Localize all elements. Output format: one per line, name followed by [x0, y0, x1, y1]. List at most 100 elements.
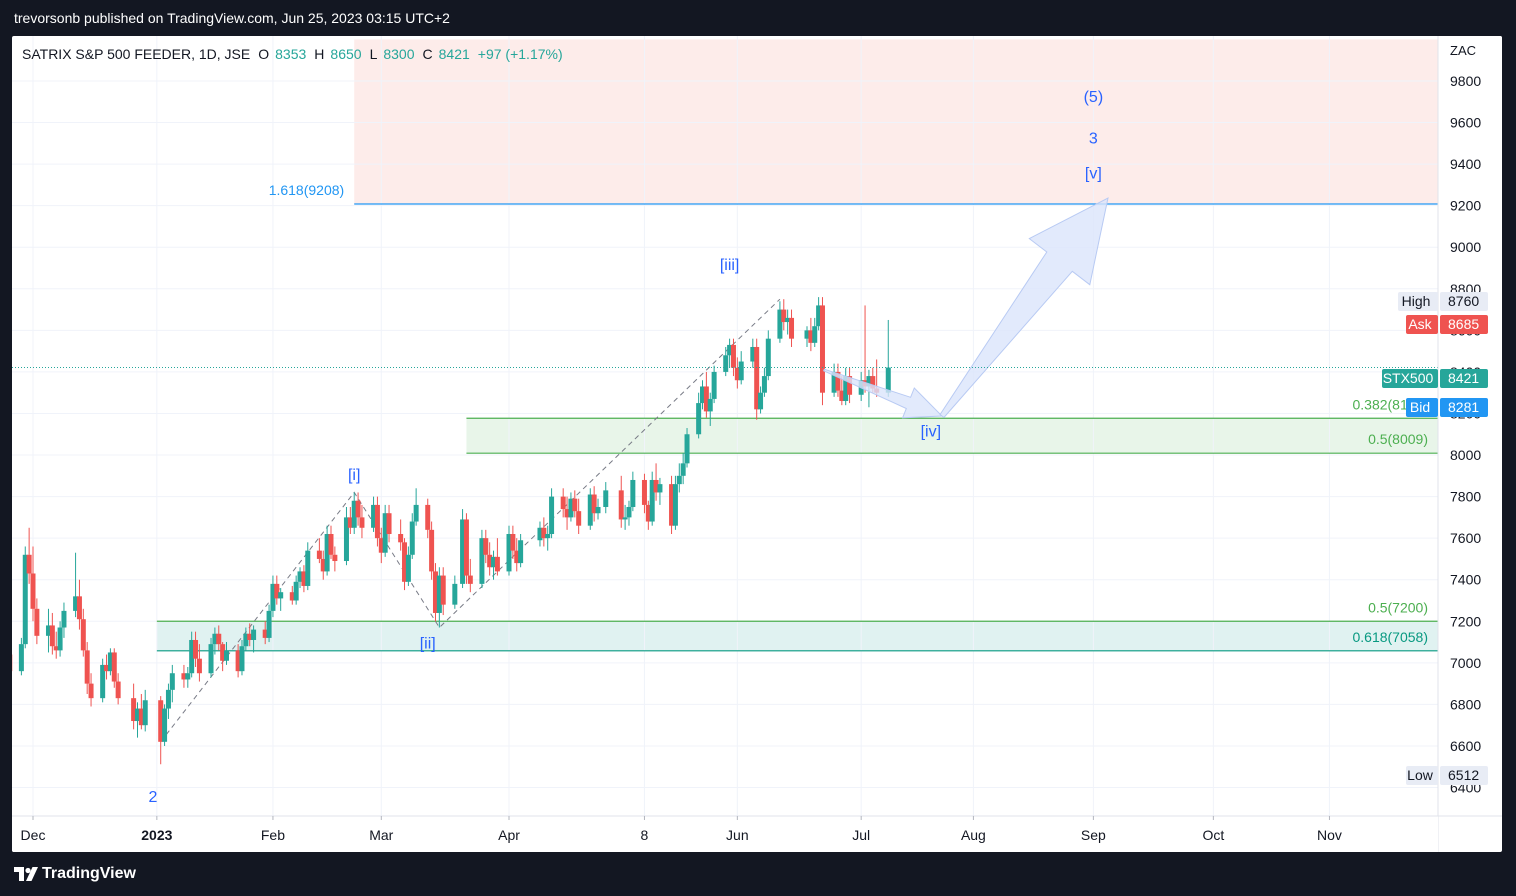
candle[interactable] — [576, 498, 582, 535]
candle[interactable] — [386, 504, 392, 543]
candle[interactable] — [626, 500, 632, 526]
candle[interactable] — [700, 380, 706, 410]
price-chart[interactable]: 1.618(9208)0.382(8177)0.5(8009)0.5(7200)… — [12, 36, 1502, 852]
candle[interactable] — [84, 642, 90, 695]
candle[interactable] — [49, 612, 55, 655]
candle[interactable] — [514, 538, 520, 572]
candle[interactable] — [34, 598, 40, 645]
candle[interactable] — [115, 673, 121, 705]
candle[interactable] — [220, 642, 226, 672]
candle[interactable] — [483, 529, 489, 564]
candle[interactable] — [777, 301, 783, 343]
candle[interactable] — [754, 338, 760, 420]
candle[interactable] — [57, 621, 63, 657]
candle[interactable] — [193, 631, 199, 667]
candle[interactable] — [487, 542, 493, 576]
candle[interactable] — [429, 521, 435, 580]
candle[interactable] — [761, 367, 767, 397]
candle[interactable] — [750, 338, 756, 368]
candle[interactable] — [630, 471, 636, 512]
candle[interactable] — [262, 621, 268, 645]
candle[interactable] — [510, 525, 516, 559]
candle[interactable] — [707, 392, 713, 426]
candle[interactable] — [885, 319, 891, 397]
candle[interactable] — [657, 477, 663, 505]
chart-panel[interactable]: 1.618(9208) 0.382(8177) 0.5(8009) 0.5(7200)… — [12, 36, 1502, 852]
candle[interactable] — [537, 521, 543, 547]
candle[interactable] — [107, 648, 113, 676]
candle[interactable] — [398, 519, 404, 551]
symbol-legend[interactable]: SATRIX S&P 500 FEEDER, 1D, JSE O 8353 H 8650… — [22, 46, 563, 62]
candle[interactable] — [405, 546, 411, 586]
candle[interactable] — [266, 604, 272, 643]
candle[interactable] — [351, 492, 357, 535]
candle[interactable] — [819, 297, 825, 406]
candle[interactable] — [812, 317, 818, 347]
candle[interactable] — [165, 683, 171, 719]
candle[interactable] — [274, 575, 280, 605]
candle[interactable] — [22, 546, 28, 649]
candle[interactable] — [409, 513, 415, 559]
candle[interactable] — [382, 504, 388, 557]
candle[interactable] — [765, 330, 771, 381]
candle[interactable] — [293, 575, 299, 605]
candle[interactable] — [185, 666, 191, 688]
candle[interactable] — [723, 346, 729, 377]
candle[interactable] — [73, 552, 79, 618]
candle[interactable] — [196, 644, 202, 682]
candle[interactable] — [545, 525, 551, 551]
candle[interactable] — [278, 588, 284, 611]
candle[interactable] — [847, 367, 853, 404]
candle[interactable] — [104, 654, 110, 680]
candle[interactable] — [189, 631, 195, 678]
candle[interactable] — [603, 482, 609, 514]
candle[interactable] — [460, 509, 466, 589]
candle[interactable] — [53, 631, 59, 659]
candle[interactable] — [239, 639, 245, 676]
candle[interactable] — [572, 490, 578, 518]
candle[interactable] — [216, 625, 222, 651]
candle[interactable] — [696, 392, 702, 439]
candle[interactable] — [816, 297, 822, 331]
candle[interactable] — [467, 558, 473, 593]
candle[interactable] — [332, 546, 338, 572]
candle[interactable] — [669, 475, 675, 535]
candle[interactable] — [568, 492, 574, 522]
candle[interactable] — [835, 363, 841, 397]
candle[interactable] — [727, 338, 733, 368]
candle[interactable] — [436, 567, 442, 628]
candle[interactable] — [432, 563, 438, 622]
candle[interactable] — [734, 357, 740, 389]
candle[interactable] — [785, 309, 791, 335]
candle[interactable] — [645, 500, 651, 530]
candle[interactable] — [378, 527, 384, 564]
candle[interactable] — [158, 696, 164, 765]
candle[interactable] — [320, 550, 326, 580]
candle[interactable] — [440, 567, 446, 616]
candle[interactable] — [804, 326, 810, 347]
candle[interactable] — [131, 683, 137, 730]
candle[interactable] — [297, 567, 303, 589]
candle[interactable] — [587, 488, 593, 530]
candle[interactable] — [289, 585, 295, 605]
candle[interactable] — [491, 550, 497, 580]
candle[interactable] — [808, 317, 814, 352]
candle[interactable] — [18, 637, 24, 676]
candle[interactable] — [45, 608, 51, 653]
candle[interactable] — [758, 386, 764, 414]
candle[interactable] — [343, 506, 349, 566]
candle[interactable] — [347, 506, 353, 535]
candle[interactable] — [224, 642, 229, 665]
candle[interactable] — [26, 527, 32, 584]
candle[interactable] — [452, 575, 458, 609]
candle[interactable] — [208, 637, 214, 678]
candle[interactable] — [270, 575, 276, 618]
candle[interactable] — [371, 496, 377, 532]
candle[interactable] — [181, 664, 187, 688]
candle[interactable] — [653, 463, 659, 501]
candle[interactable] — [80, 608, 86, 657]
candle[interactable] — [413, 488, 419, 526]
candle[interactable] — [672, 475, 678, 530]
candle[interactable] — [212, 627, 218, 655]
candle[interactable] — [243, 627, 249, 651]
